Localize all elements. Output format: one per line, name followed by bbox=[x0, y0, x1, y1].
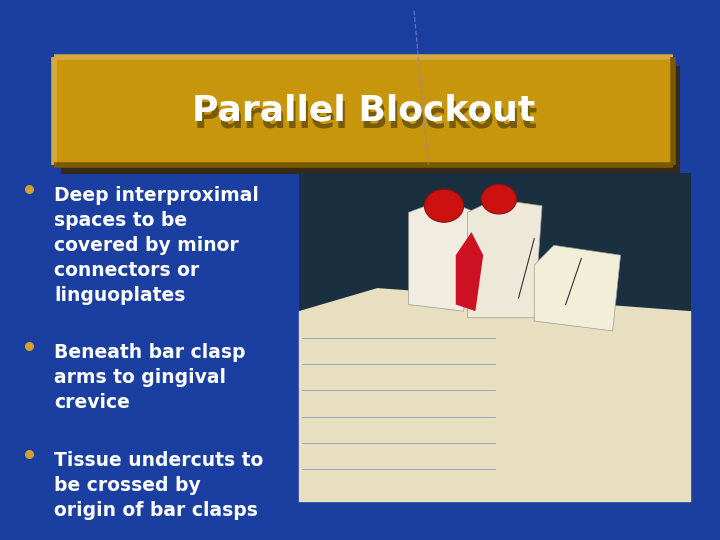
Polygon shape bbox=[299, 288, 691, 502]
Ellipse shape bbox=[481, 184, 516, 214]
Polygon shape bbox=[409, 199, 475, 311]
Text: Deep interproximal
spaces to be
covered by minor
connectors or
linguoplates: Deep interproximal spaces to be covered … bbox=[54, 186, 259, 305]
Polygon shape bbox=[534, 245, 621, 331]
Bar bbox=[299, 173, 691, 321]
Bar bbox=[61, 66, 680, 174]
Ellipse shape bbox=[424, 189, 464, 222]
Text: Tissue undercuts to
be crossed by
origin of bar clasps: Tissue undercuts to be crossed by origin… bbox=[54, 451, 264, 520]
Text: Parallel Blockout: Parallel Blockout bbox=[194, 100, 537, 134]
Text: Parallel Blockout: Parallel Blockout bbox=[192, 94, 535, 127]
Bar bbox=[54, 57, 673, 165]
Text: Beneath bar clasp
arms to gingival
crevice: Beneath bar clasp arms to gingival crevi… bbox=[54, 343, 246, 412]
Bar bbox=[299, 173, 691, 502]
Polygon shape bbox=[467, 199, 542, 318]
Polygon shape bbox=[456, 232, 483, 311]
